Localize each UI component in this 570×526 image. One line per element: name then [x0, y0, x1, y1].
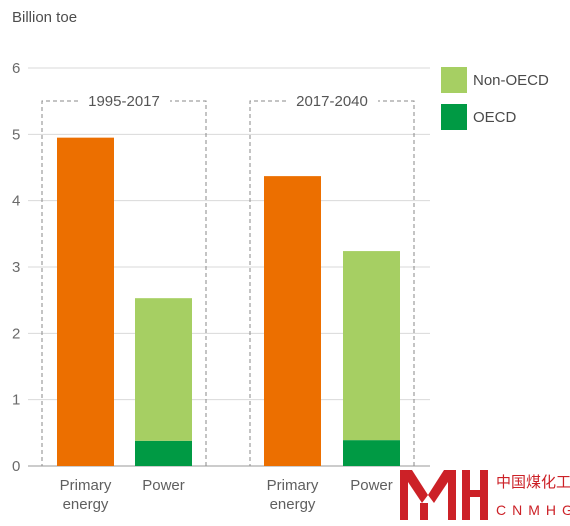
watermark-logo-mark: [400, 470, 488, 520]
category-label: Primary energy: [267, 477, 319, 513]
bar-total: [57, 137, 114, 466]
y-tick-label: 3: [12, 259, 20, 276]
watermark-latin-text: CNMHG: [496, 502, 570, 518]
y-tick-label: 6: [12, 60, 20, 77]
bar-non-oecd: [135, 298, 192, 441]
category-label: Primary energy: [60, 477, 112, 513]
period-groups: 1995-2017 2017-2040: [41, 93, 415, 466]
watermark-chinese-text: 中国煤化工: [496, 473, 570, 491]
bar-oecd: [343, 440, 400, 466]
y-tick-label: 2: [12, 325, 20, 342]
category-label: Power: [350, 477, 393, 494]
y-axis-unit-label: Billion toe: [12, 9, 77, 26]
bar-total: [264, 176, 321, 466]
legend-swatch-non-oecd: [441, 67, 467, 93]
period-box: [249, 100, 415, 466]
legend: Non-OECD OECD: [441, 67, 549, 130]
bar-non-oecd: [343, 251, 400, 441]
period-label: 2017-2040: [296, 93, 368, 110]
y-tick-label: 5: [12, 126, 20, 143]
y-tick-label: 1: [12, 392, 20, 409]
category-label: Power: [142, 477, 185, 494]
y-tick-label: 0: [12, 458, 20, 475]
bars: [57, 137, 400, 466]
legend-label-non-oecd: Non-OECD: [473, 72, 549, 89]
legend-swatch-oecd: [441, 104, 467, 130]
bar-oecd: [135, 440, 192, 466]
legend-label-oecd: OECD: [473, 109, 517, 126]
watermark-logo: 中国煤化工 CNMHG: [400, 470, 570, 520]
y-tick-label: 4: [12, 193, 20, 210]
y-tick-labels: 0 1 2 3 4 5 6: [12, 60, 20, 475]
period-box: [41, 100, 207, 466]
category-labels: Primary energy Power Primary energy Power: [60, 477, 393, 513]
period-label: 1995-2017: [88, 93, 160, 110]
